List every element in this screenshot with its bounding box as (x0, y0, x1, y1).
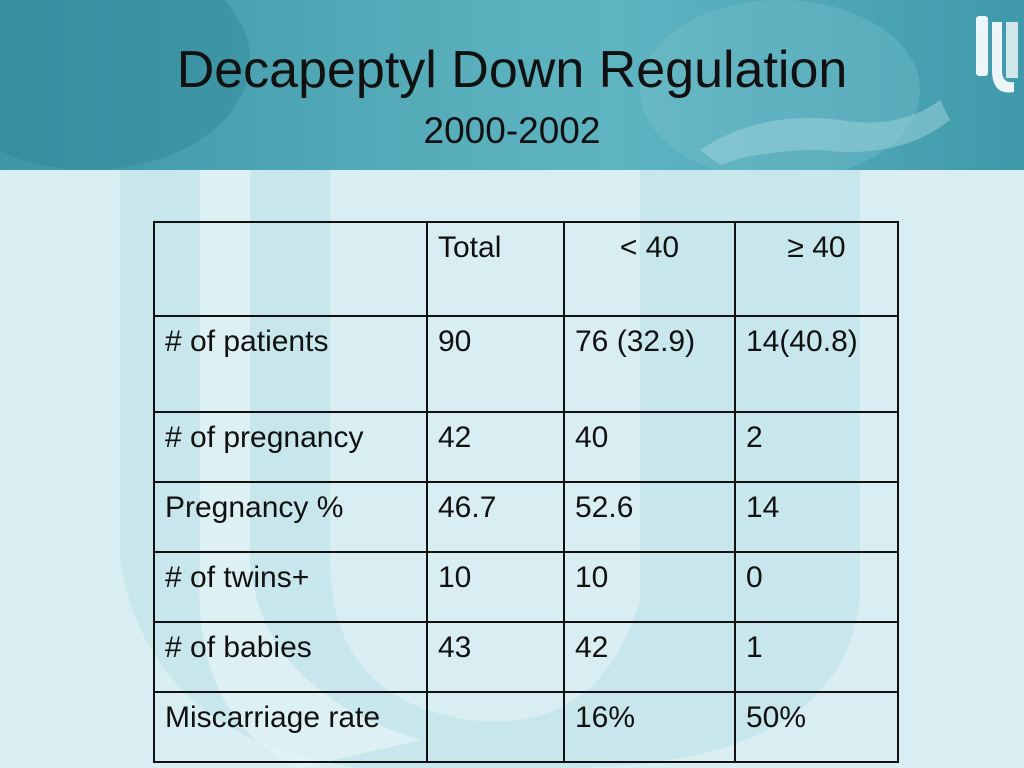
table-row: Miscarriage rate 16% 50% (153, 691, 899, 763)
cell-total: 90 (426, 315, 565, 413)
row-label: Pregnancy % (153, 481, 428, 553)
table-row: Pregnancy % 46.7 52.6 14 (153, 481, 899, 553)
cell-total: 10 (426, 551, 565, 623)
cell-under-40: 10 (563, 551, 736, 623)
table-header-cell (153, 221, 428, 317)
table-row: # of twins+ 10 10 0 (153, 551, 899, 623)
cell-under-40: 52.6 (563, 481, 736, 553)
table-row: # of babies 43 42 1 (153, 621, 899, 693)
cell-under-40: 16% (563, 691, 736, 763)
cell-over-40: 14(40.8) (734, 315, 899, 413)
header-band (0, 0, 1024, 170)
cell-over-40: 2 (734, 411, 899, 483)
row-label: # of twins+ (153, 551, 428, 623)
table-header-cell: Total (426, 221, 565, 317)
cell-under-40: 76 (32.9) (563, 315, 736, 413)
cell-over-40: 14 (734, 481, 899, 553)
table-header-cell: ≥ 40 (734, 221, 899, 317)
row-label: Miscarriage rate (153, 691, 428, 763)
table-row: # of patients 90 76 (32.9) 14(40.8) (153, 315, 899, 413)
cell-over-40: 50% (734, 691, 899, 763)
cell-total: 42 (426, 411, 565, 483)
slide-title: Decapeptyl Down Regulation (176, 41, 848, 99)
row-label: # of babies (153, 621, 428, 693)
cell-total: 43 (426, 621, 565, 693)
cell-total (426, 691, 565, 763)
cell-over-40: 1 (734, 621, 899, 693)
cell-total: 46.7 (426, 481, 565, 553)
table-row: # of pregnancy 42 40 2 (153, 411, 899, 483)
university-logo-icon (976, 16, 1018, 93)
slide-subtitle: 2000-2002 (423, 110, 601, 151)
cell-over-40: 0 (734, 551, 899, 623)
table-header-row: Total < 40 ≥ 40 (153, 221, 899, 317)
table-header-cell: < 40 (563, 221, 736, 317)
row-label: # of patients (153, 315, 428, 413)
cell-under-40: 40 (563, 411, 736, 483)
results-table: Total < 40 ≥ 40 # of patients 90 76 (32.… (153, 221, 899, 763)
row-label: # of pregnancy (153, 411, 428, 483)
cell-under-40: 42 (563, 621, 736, 693)
